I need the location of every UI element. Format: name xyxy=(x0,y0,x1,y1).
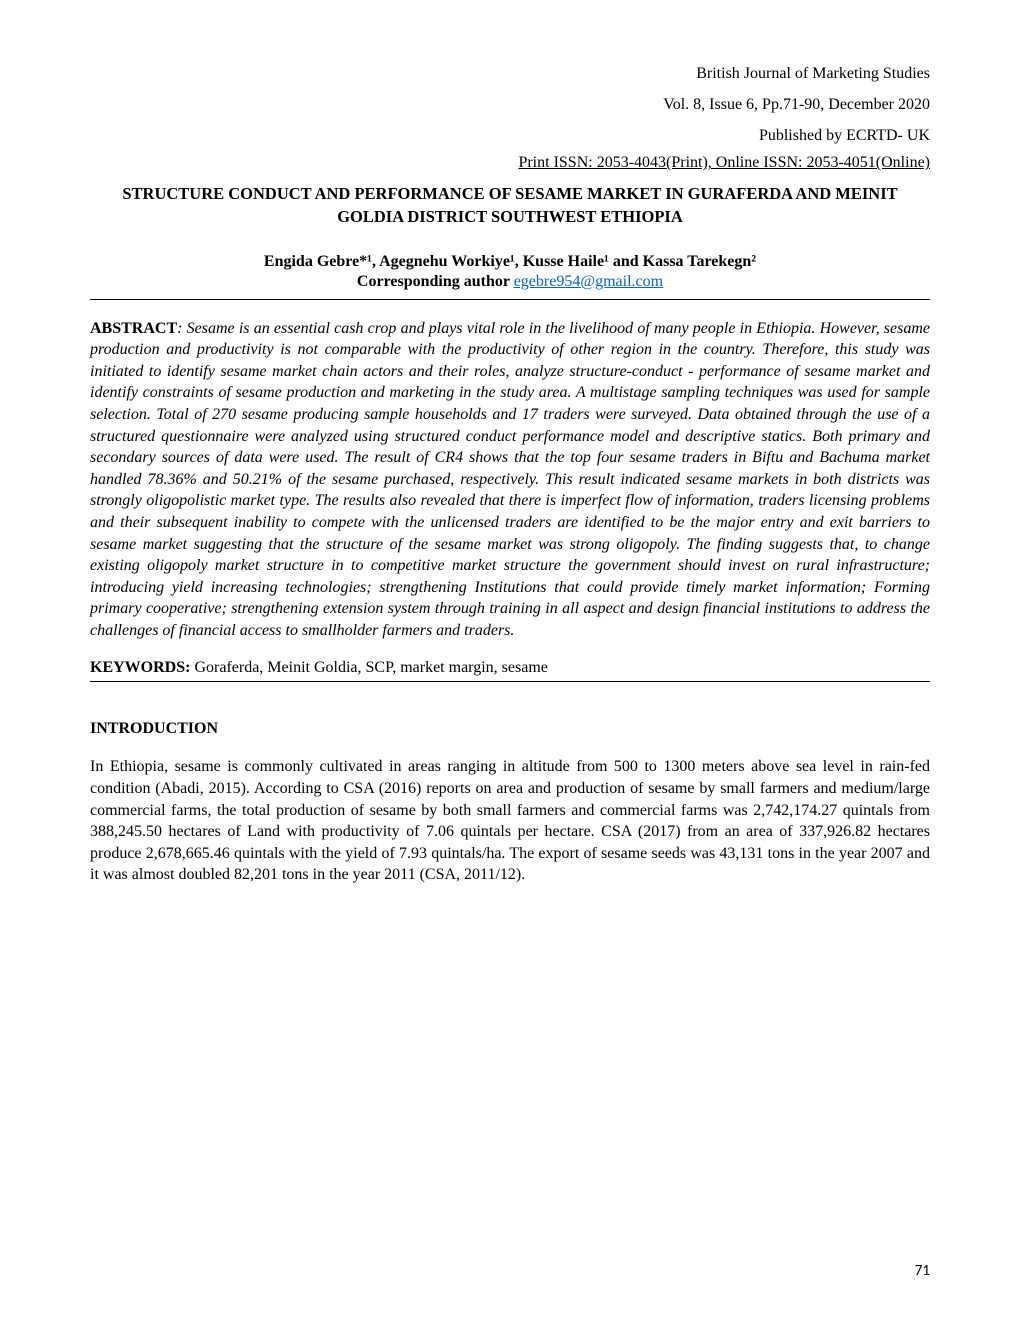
keywords-text: Goraferda, Meinit Goldia, SCP, market ma… xyxy=(190,659,547,676)
introduction-paragraph: In Ethiopia, sesame is commonly cultivat… xyxy=(90,756,930,886)
volume-issue: Vol. 8, Issue 6, Pp.71-90, December 2020 xyxy=(90,91,930,120)
journal-name: British Journal of Marketing Studies xyxy=(90,60,930,89)
journal-header: British Journal of Marketing Studies Vol… xyxy=(90,60,930,150)
email-link[interactable]: egebre954@gmail.com xyxy=(514,273,663,290)
corresponding-label: Corresponding author xyxy=(357,273,514,290)
issn-line: Print ISSN: 2053-4043(Print), Online ISS… xyxy=(90,154,930,172)
article-title: STRUCTURE CONDUCT AND PERFORMANCE OF SES… xyxy=(90,182,930,228)
keywords-section: KEYWORDS: Goraferda, Meinit Goldia, SCP,… xyxy=(90,659,930,682)
publisher: Published by ECRTD- UK xyxy=(90,122,930,151)
abstract-label: ABSTRACT xyxy=(90,320,177,337)
divider-line xyxy=(90,299,930,300)
page-number: 71 xyxy=(915,1262,930,1280)
abstract-section: ABSTRACT: Sesame is an essential cash cr… xyxy=(90,318,930,642)
corresponding-author: Corresponding author egebre954@gmail.com xyxy=(90,273,930,291)
introduction-heading: INTRODUCTION xyxy=(90,720,930,738)
authors-line: Engida Gebre*¹, Agegnehu Workiye¹, Kusse… xyxy=(90,253,930,271)
abstract-text: : Sesame is an essential cash crop and p… xyxy=(90,320,930,639)
keywords-label: KEYWORDS: xyxy=(90,659,190,676)
